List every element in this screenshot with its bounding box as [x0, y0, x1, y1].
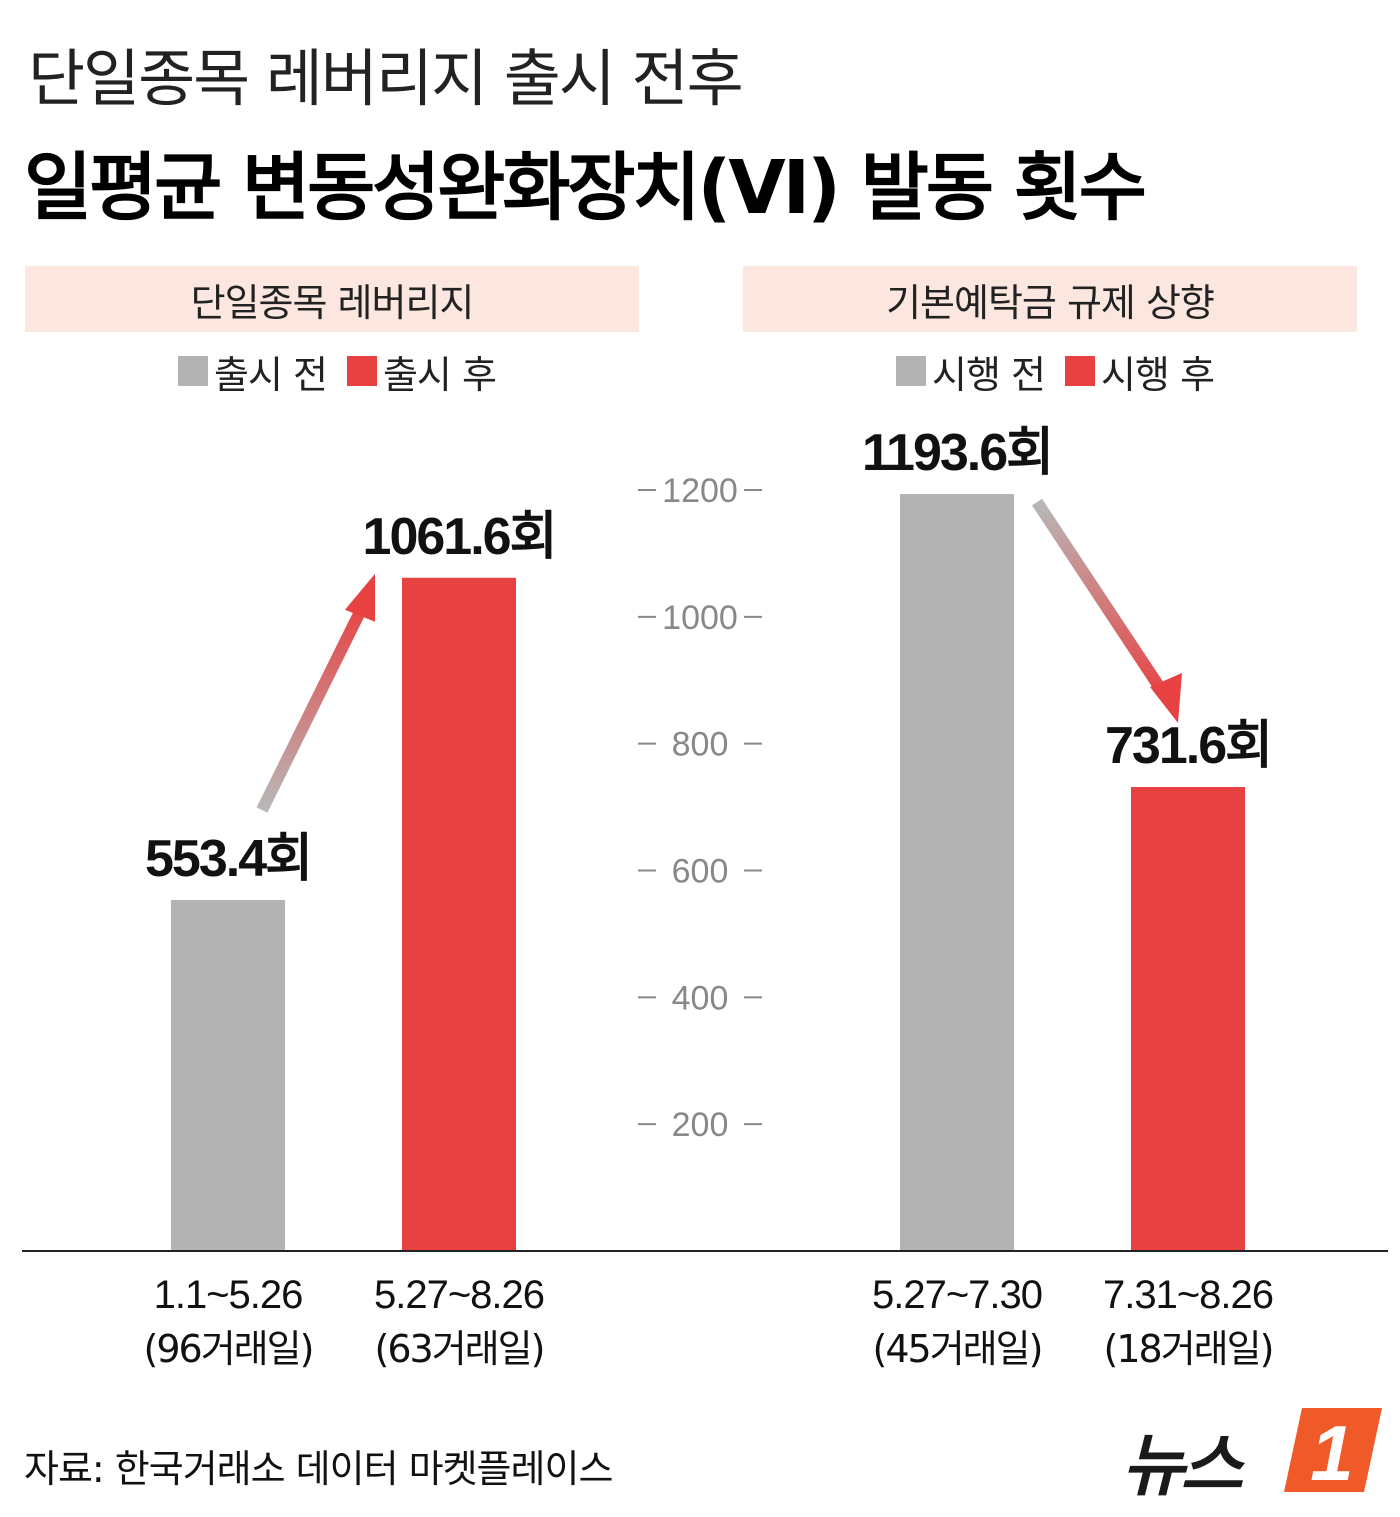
decrease-arrowhead [1150, 673, 1182, 724]
increase-arrowhead [345, 573, 375, 622]
bar [171, 900, 285, 1251]
category-sublabel: (18거래일) [1104, 1327, 1273, 1371]
legend-label: 출시 후 [382, 352, 497, 397]
logo-text: 뉴스 [1122, 1427, 1243, 1506]
trend-arrows [256, 498, 1182, 813]
category-label: 1.1~5.26 [154, 1273, 303, 1317]
legend-swatch-red [1064, 356, 1095, 386]
legend-item-before: 출시 전 [178, 344, 328, 399]
legend-item-before: 시행 전 [896, 344, 1046, 399]
value-label: 1061.6회 [363, 508, 556, 566]
legend-swatch-red [346, 356, 377, 386]
news1-logo: 뉴스 1 [1122, 1400, 1392, 1506]
panel-left-header: 단일종목 레버리지 [25, 266, 639, 332]
tick-label: 1000 [662, 599, 738, 637]
bars: 553.4회 1.1~5.26 (96거래일) 1061.6회 5.27~8.26 (63… [144, 424, 1275, 1371]
legend-left: 출시 전 출시 후 [178, 348, 516, 397]
category-label: 7.31~8.26 [1103, 1273, 1273, 1317]
category-label: 5.27~8.26 [374, 1273, 544, 1317]
legend-right: 시행 전 시행 후 [896, 348, 1234, 397]
decrease-arrow-shaft [1031, 498, 1172, 701]
category-sublabel: (45거래일) [873, 1327, 1042, 1371]
legend-swatch-gray [896, 356, 926, 386]
chart-title: 일평균 변동성완화장치(VI) 발동 횟수 [24, 145, 1147, 231]
legend-label: 시행 전 [932, 352, 1046, 397]
value-label: 553.4회 [145, 830, 311, 888]
tick-label: 800 [672, 726, 729, 764]
category-sublabel: (96거래일) [144, 1327, 313, 1371]
bar [1131, 787, 1245, 1251]
category-label: 5.27~7.30 [872, 1273, 1042, 1317]
y-axis: 200 400 600 800 1000 1200 [638, 472, 762, 1144]
legend-item-after: 시행 후 [1064, 344, 1215, 399]
tick-label: 1200 [662, 472, 738, 510]
value-label: 1193.6회 [862, 424, 1052, 482]
tick-label: 600 [672, 853, 729, 891]
logo-mark-icon: 1 [1284, 1408, 1382, 1497]
legend-item-after: 출시 후 [346, 344, 497, 399]
svg-text:1: 1 [1310, 1409, 1353, 1497]
legend-label: 출시 전 [214, 352, 328, 397]
chart-subtitle: 단일종목 레버리지 출시 전후 [28, 42, 744, 115]
source-note: 자료: 한국거래소 데이터 마켓플레이스 [24, 1447, 613, 1491]
legend-label: 시행 후 [1100, 352, 1215, 397]
value-label: 731.6회 [1105, 717, 1271, 775]
legend-swatch-gray [178, 356, 208, 386]
bar [900, 494, 1014, 1251]
category-sublabel: (63거래일) [375, 1327, 544, 1371]
increase-arrow-shaft [256, 597, 372, 813]
bar [402, 577, 516, 1251]
tick-label: 400 [672, 979, 729, 1017]
panel-right-header: 기본예탁금 규제 상향 [743, 266, 1357, 332]
tick-label: 200 [672, 1106, 729, 1144]
